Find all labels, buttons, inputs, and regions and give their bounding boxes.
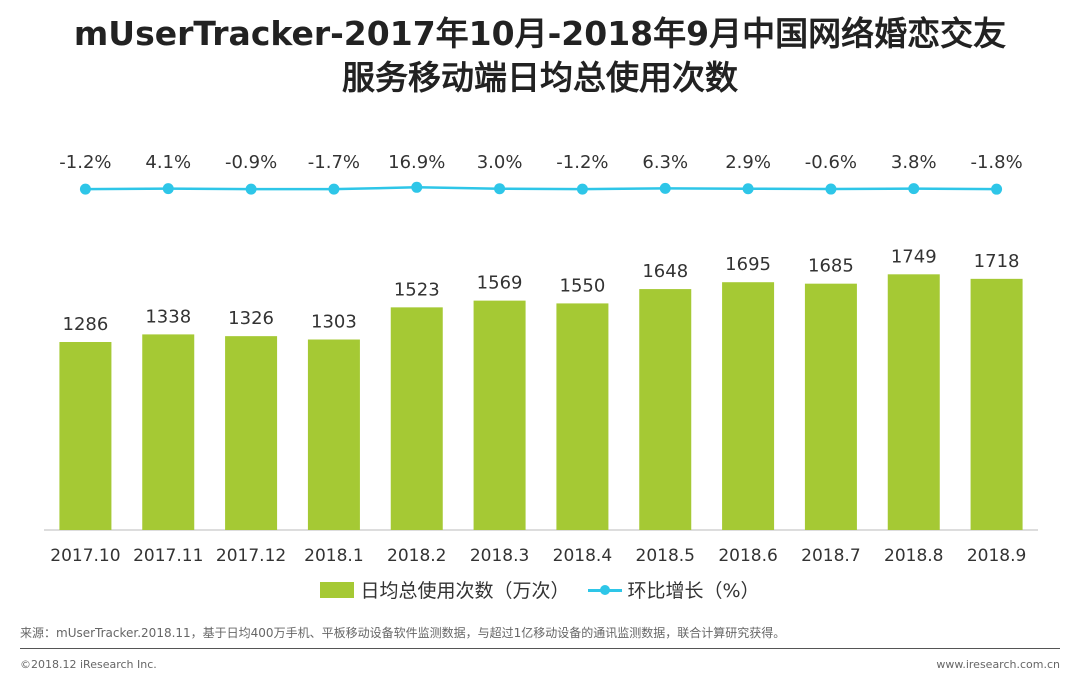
growth-point [908, 183, 920, 195]
x-tick-label: 2017.12 [216, 546, 286, 566]
legend-line-swatch [587, 582, 622, 598]
bar-value-label: 1523 [394, 279, 440, 300]
copyright-text: ©2018.12 iResearch Inc. [20, 658, 157, 671]
growth-label: -1.7% [308, 152, 360, 173]
chart-title-line1: mUserTracker-2017年10月-2018年9月中国网络婚恋交友 [73, 14, 1007, 53]
bar [307, 339, 360, 530]
legend-bar-swatch [320, 581, 355, 598]
legend-item-line: 环比增长（%） [587, 576, 760, 603]
growth-label: -0.6% [805, 152, 857, 173]
growth-label: 2.9% [725, 152, 771, 173]
x-tick-label: 2018.6 [718, 546, 777, 566]
growth-point [79, 183, 91, 195]
x-tick-label: 2018.1 [304, 546, 363, 566]
bar-value-label: 1685 [808, 256, 854, 277]
bar-value-label: 1303 [311, 312, 357, 333]
bar [225, 336, 278, 530]
x-tick-label: 2018.4 [553, 546, 612, 566]
bar [59, 342, 112, 530]
bar-value-label: 1569 [477, 273, 523, 294]
growth-point [742, 183, 754, 195]
growth-point [825, 183, 837, 195]
growth-label: -1.8% [970, 152, 1022, 173]
bar-value-label: 1695 [725, 254, 771, 275]
growth-point [991, 183, 1003, 195]
x-tick-label: 2018.3 [470, 546, 529, 566]
bar [639, 289, 692, 530]
growth-point [576, 183, 588, 195]
bar-value-label: 1718 [974, 251, 1020, 272]
bar-value-label: 1286 [63, 314, 109, 335]
website-text: www.iresearch.com.cn [936, 658, 1060, 671]
growth-point [659, 182, 671, 194]
x-tick-label: 2017.10 [50, 546, 120, 566]
x-tick-label: 2017.11 [133, 546, 203, 566]
growth-label: -1.2% [59, 152, 111, 173]
source-note: 来源：mUserTracker.2018.11，基于日均400万手机、平板移动设… [20, 626, 786, 640]
legend-line-label: 环比增长（%） [627, 580, 760, 602]
x-tick-label: 2018.7 [801, 546, 860, 566]
bar-line-chart: 1286 2017.10 1338 2017.11 1326 2017.12 1303 201… [44, 152, 1038, 566]
x-tick-label: 2018.5 [636, 546, 695, 566]
bar-value-label: 1749 [891, 246, 937, 267]
bar [722, 282, 775, 530]
growth-label: -0.9% [225, 152, 277, 173]
chart-title-line2: 服务移动端日均总使用次数 [342, 58, 738, 97]
bar-value-label: 1550 [560, 275, 606, 296]
bar [390, 307, 443, 530]
growth-label: 16.9% [388, 152, 445, 173]
growth-label: 4.1% [145, 152, 191, 173]
growth-label: 6.3% [642, 152, 688, 173]
bar-value-label: 1648 [642, 261, 688, 282]
bar-value-label: 1338 [145, 306, 191, 327]
bar [556, 303, 609, 530]
footer-divider [20, 648, 1060, 649]
bar-value-label: 1326 [228, 308, 274, 329]
growth-line [85, 186, 997, 191]
growth-point [162, 183, 174, 195]
bar [142, 334, 195, 530]
growth-point [245, 183, 257, 195]
growth-point [328, 183, 340, 195]
bar [970, 278, 1023, 530]
x-tick-label: 2018.2 [387, 546, 446, 566]
bar [887, 274, 940, 530]
growth-label: 3.8% [891, 152, 937, 173]
x-tick-label: 2018.8 [884, 546, 943, 566]
x-tick-label: 2018.9 [967, 546, 1026, 566]
bar [804, 283, 857, 530]
chart-legend: 日均总使用次数（万次） 环比增长（%） [0, 576, 1080, 603]
growth-label: -1.2% [556, 152, 608, 173]
growth-point [494, 183, 506, 195]
legend-bar-label: 日均总使用次数（万次） [360, 580, 570, 602]
legend-item-bar: 日均总使用次数（万次） [320, 576, 569, 603]
bar [473, 300, 526, 530]
growth-label: 3.0% [477, 152, 523, 173]
growth-point [411, 181, 423, 193]
